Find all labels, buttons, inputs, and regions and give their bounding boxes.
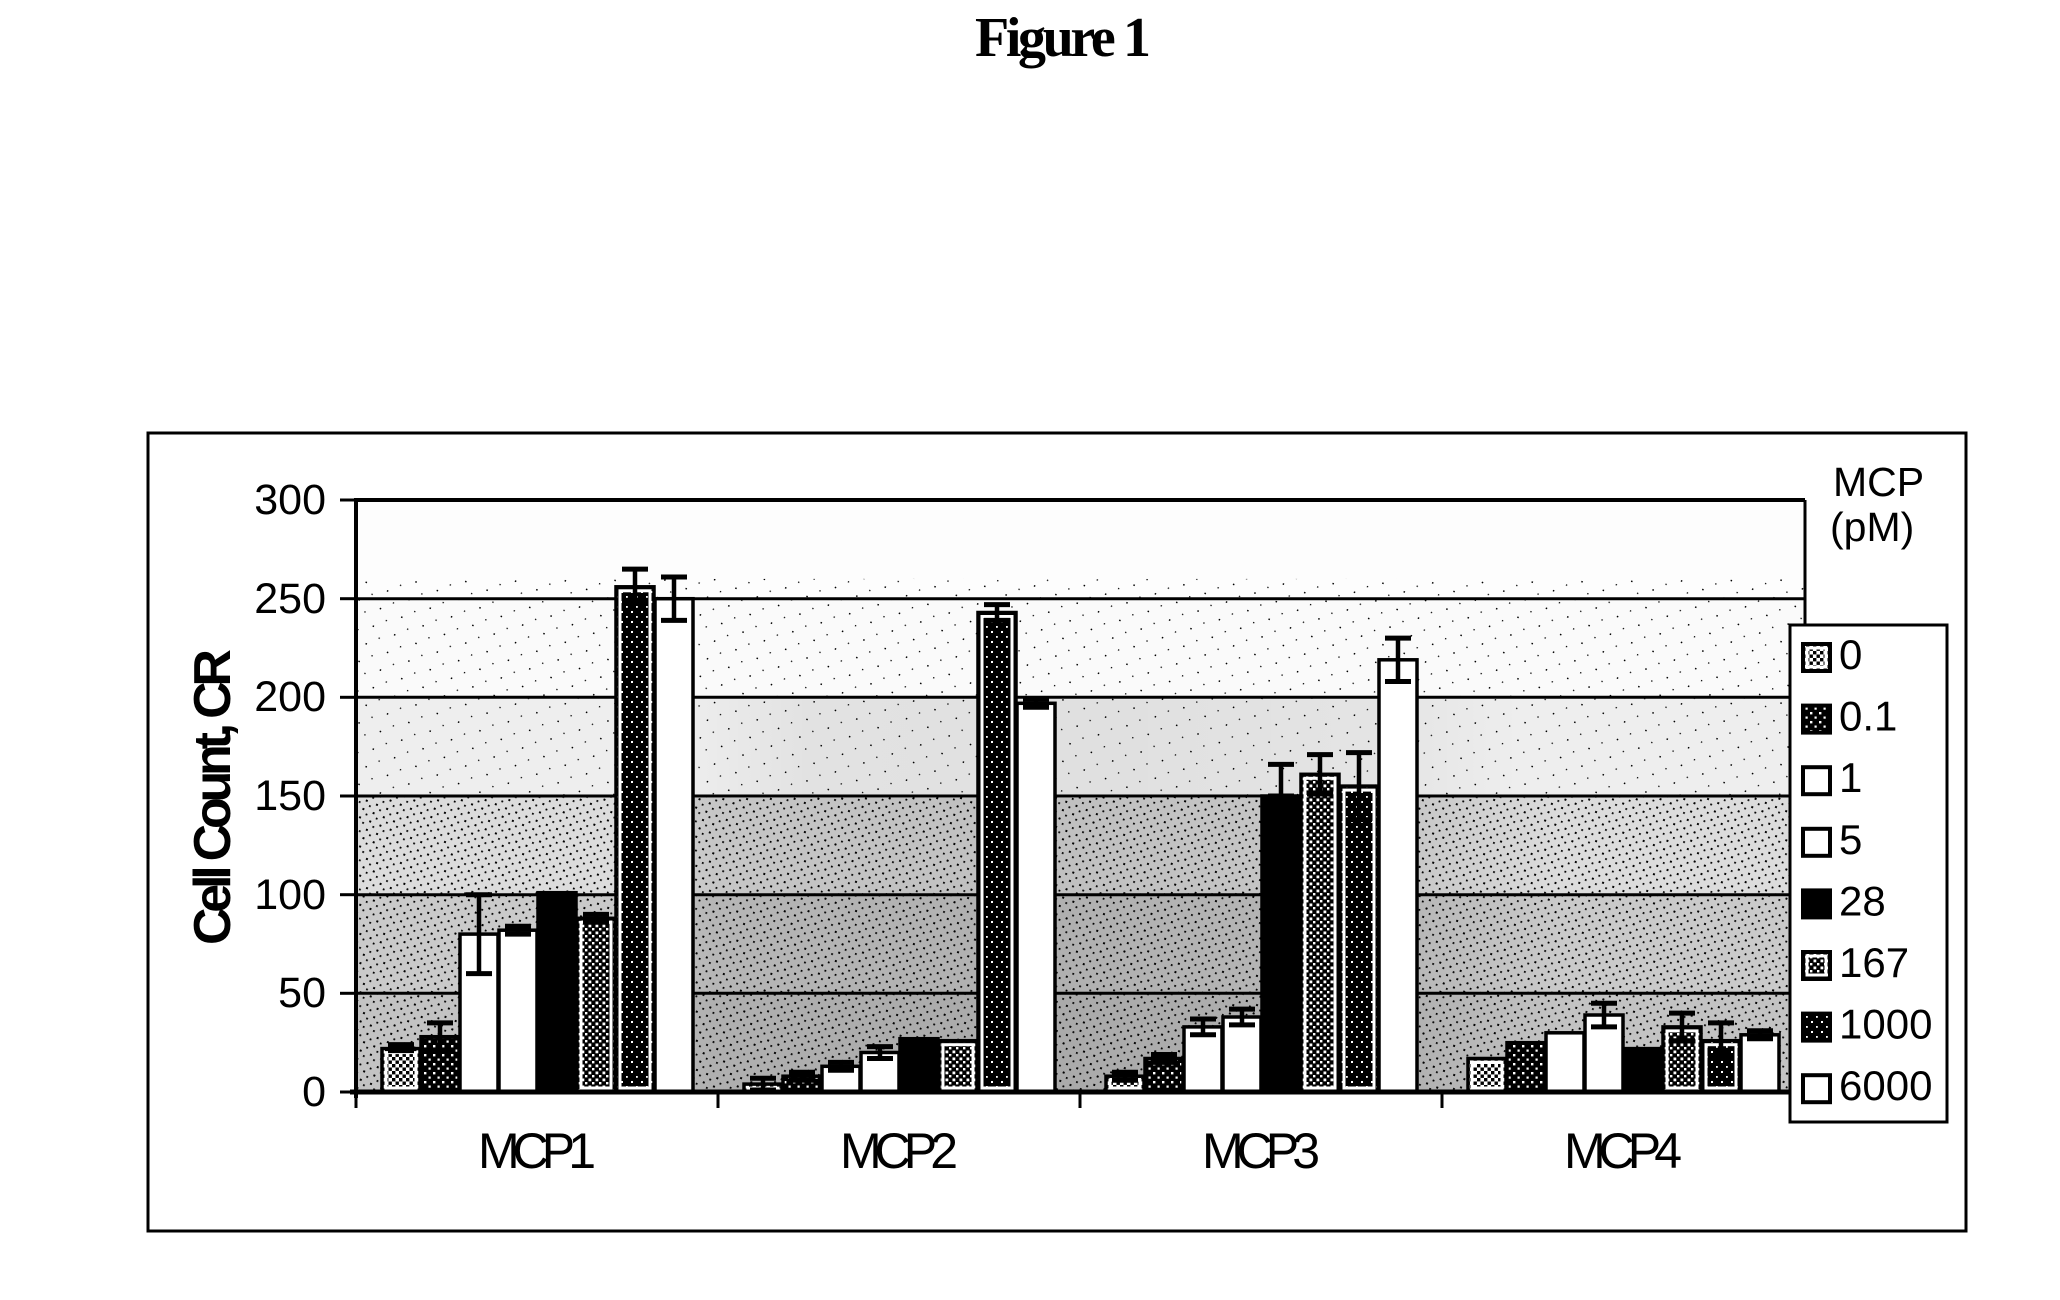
svg-text:Figure 1: Figure 1: [975, 7, 1151, 69]
svg-text:1000: 1000: [1839, 1001, 1932, 1048]
svg-text:50: 50: [278, 969, 326, 1017]
svg-text:100: 100: [254, 871, 326, 919]
svg-text:150: 150: [254, 772, 326, 820]
svg-text:MCP1: MCP1: [478, 1123, 596, 1179]
svg-text:250: 250: [254, 575, 326, 623]
svg-text:167: 167: [1839, 939, 1909, 986]
svg-text:MCP4: MCP4: [1564, 1123, 1682, 1179]
svg-text:0: 0: [302, 1068, 326, 1116]
svg-text:MCP: MCP: [1833, 459, 1924, 505]
svg-text:300: 300: [254, 476, 326, 524]
svg-text:(pM): (pM): [1830, 504, 1914, 550]
svg-text:0.1: 0.1: [1839, 693, 1897, 740]
svg-text:6000: 6000: [1839, 1062, 1932, 1109]
svg-text:MCP3: MCP3: [1202, 1123, 1320, 1179]
svg-text:MCP2: MCP2: [840, 1123, 958, 1179]
svg-text:1: 1: [1839, 754, 1862, 801]
svg-text:200: 200: [254, 673, 326, 721]
svg-text:0: 0: [1839, 631, 1862, 678]
svg-text:Cell Count, CR: Cell Count, CR: [184, 649, 242, 945]
svg-text:5: 5: [1839, 816, 1862, 863]
svg-text:28: 28: [1839, 877, 1886, 924]
